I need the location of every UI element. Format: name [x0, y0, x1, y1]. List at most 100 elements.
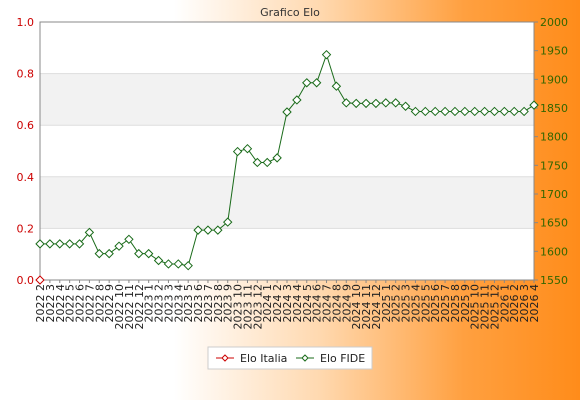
data-point	[213, 225, 223, 235]
data-point	[94, 248, 104, 259]
data-point	[223, 217, 233, 227]
data-point	[371, 98, 381, 109]
x-tick-label: 2023 2	[153, 284, 166, 323]
x-tick-label: 2023 1	[143, 284, 156, 323]
right-tick-label: 1600	[540, 245, 568, 258]
data-point	[153, 255, 164, 266]
data-point	[282, 107, 292, 117]
data-point	[440, 106, 450, 117]
data-point	[499, 106, 510, 117]
x-tick-label: 2026 4	[528, 284, 541, 323]
data-point	[114, 241, 124, 251]
data-point	[173, 259, 184, 269]
x-tick-label: 2022 6	[74, 284, 87, 323]
x-tick-label: 2024 6	[311, 284, 324, 323]
x-tick-label: 2022 7	[83, 284, 96, 323]
right-tick-label: 1850	[540, 102, 568, 115]
data-point	[450, 106, 460, 117]
data-point	[331, 81, 342, 91]
data-point	[430, 106, 440, 117]
x-tick-label: 2023 3	[162, 284, 175, 323]
data-point	[232, 146, 243, 157]
left-tick-label: 0.4	[17, 171, 35, 184]
legend-marker	[221, 354, 229, 362]
right-tick-label: 1800	[540, 131, 568, 144]
x-tick-label: 2023 8	[212, 284, 225, 323]
x-tick-label: 2023 4	[172, 284, 185, 323]
x-tick-label: 2023 11	[241, 284, 254, 330]
chart-title: Grafico Elo	[260, 6, 320, 19]
data-point	[311, 78, 322, 88]
data-point	[321, 49, 332, 60]
data-point	[529, 100, 539, 110]
legend-label: Elo Italia	[240, 352, 287, 365]
data-point	[351, 98, 361, 109]
x-tick-label: 2024 3	[281, 284, 294, 323]
x-tick-label: 2023 5	[182, 284, 195, 323]
x-tick-label: 2024 9	[340, 284, 353, 323]
x-tick-label: 2025 2	[390, 284, 403, 323]
x-tick-label: 2024 2	[271, 284, 284, 323]
legend-box	[207, 346, 373, 370]
x-tick-label: 2024 4	[291, 284, 304, 323]
data-point	[292, 95, 302, 105]
x-tick-label: 2025 11	[479, 284, 492, 330]
data-point	[45, 239, 55, 249]
x-tick-label: 2024 7	[321, 284, 334, 323]
data-point	[193, 225, 203, 235]
data-point	[341, 98, 351, 108]
x-tick-label: 2022 10	[113, 284, 126, 330]
legend-marker	[301, 354, 309, 362]
x-tick-label: 2023 10	[232, 284, 245, 330]
x-tick-label: 2022 9	[103, 284, 116, 323]
x-tick-label: 2022 8	[93, 284, 106, 323]
x-tick-label: 2023 12	[251, 284, 264, 330]
data-point	[390, 98, 401, 108]
right-tick-label: 1950	[540, 45, 568, 58]
plot-area	[40, 22, 534, 280]
x-tick-label: 2025 9	[459, 284, 472, 323]
data-point	[134, 248, 144, 259]
x-tick-label: 2024 8	[330, 284, 343, 323]
data-point	[35, 239, 45, 249]
data-point	[420, 106, 431, 117]
x-tick-label: 2023 9	[222, 284, 235, 323]
x-tick-label: 2024 1	[261, 284, 274, 323]
x-tick-label: 2022 5	[64, 284, 77, 323]
left-tick-label: 0.8	[17, 68, 35, 81]
data-point	[74, 239, 85, 249]
data-point	[183, 260, 193, 271]
data-point	[410, 106, 421, 117]
x-tick-label: 2025 8	[449, 284, 462, 323]
data-point	[361, 98, 371, 109]
right-tick-label: 1900	[540, 73, 568, 86]
x-tick-label: 2026 2	[508, 284, 521, 323]
x-tick-label: 2022 12	[133, 284, 146, 330]
x-tick-label: 2023 7	[202, 284, 215, 323]
left-tick-label: 1.0	[17, 16, 35, 29]
x-tick-label: 2023 6	[192, 284, 205, 323]
data-point	[35, 275, 45, 285]
data-point	[381, 98, 391, 108]
x-tick-label: 2025 6	[429, 284, 442, 323]
x-tick-label: 2022 11	[123, 284, 136, 330]
data-point	[203, 225, 213, 235]
right-tick-label: 1700	[540, 188, 568, 201]
data-point	[242, 143, 253, 154]
data-point	[509, 106, 519, 117]
data-point	[262, 157, 272, 168]
data-point	[163, 259, 174, 269]
right-tick-label: 1750	[540, 159, 568, 172]
x-tick-label: 2022 3	[44, 284, 57, 323]
data-point	[272, 153, 282, 163]
x-tick-label: 2024 12	[370, 284, 383, 330]
x-tick-label: 2026 1	[498, 284, 511, 323]
data-point	[64, 239, 75, 249]
left-tick-label: 0.0	[17, 274, 35, 287]
legend-label: Elo FIDE	[320, 352, 365, 365]
data-point	[519, 106, 529, 117]
data-point	[470, 106, 480, 117]
right-tick-label: 1650	[540, 217, 568, 230]
